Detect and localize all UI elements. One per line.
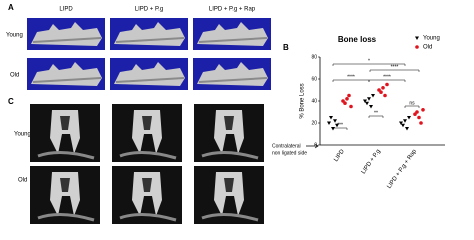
data-point [385,82,389,87]
significance-bar [369,69,420,72]
data-point [403,119,407,123]
column-label: LIPD [59,7,73,13]
significance-bar [332,63,406,66]
legend-marker [415,45,419,49]
column-label: LIPD + P.g + Rap [209,7,256,13]
y-tick-label: 0 [314,142,317,148]
figure: A LIPD LIPD + P.g LIPD + P.g + Rap Young… [6,3,445,226]
data-point [327,121,331,125]
data-point [383,93,387,98]
significance-bar [332,127,348,130]
data-point [333,119,337,123]
data-point [347,93,351,98]
data-point [349,104,353,109]
note: Contralateral [272,143,301,149]
data-point [415,110,419,114]
significance-bar [404,105,420,108]
data-point [335,123,339,128]
data-point [401,123,405,128]
data-point [329,116,333,120]
row-label: Young [14,132,31,138]
data-point [379,90,383,94]
x-tick-label: LIPD + P.g [361,149,382,176]
y-tick-label: 80 [311,54,317,60]
row-label: Old [10,73,19,79]
significance-label: * [368,58,370,64]
significance-label: *** [337,122,343,128]
data-point [345,97,349,101]
legend-label: Old [423,45,432,51]
y-tick-label: 40 [311,98,317,104]
data-point [363,99,367,103]
x-tick-label: LIPD [333,148,346,163]
panel-label: C [8,97,14,106]
data-point [369,105,373,109]
data-point [343,101,347,105]
data-point [417,115,421,120]
significance-bar [368,115,384,118]
row-label: Young [6,33,23,39]
row-label: Old [18,178,27,184]
ct-grid [28,102,266,226]
y-tick-label: 20 [311,120,317,126]
data-point [421,108,425,112]
data-point [419,121,423,125]
x-tick-label: LIPD + P.g + Rap [386,148,418,190]
significance-label: ** [374,110,378,116]
arrow [306,143,319,149]
column-label: LIPD + P.g [135,7,163,13]
panel-label: B [283,43,289,52]
significance-label: **** [383,74,391,80]
significance-label: **** [391,64,399,70]
data-point [405,127,409,131]
data-point [371,94,375,98]
note: non ligated side [272,150,307,156]
legend-marker [415,36,419,40]
data-point [399,121,403,125]
y-axis-label: % Bone Loss [300,83,306,118]
chart-title: Bone loss [338,35,377,44]
data-point [367,97,371,101]
data-point [365,101,369,106]
legend-label: Young [423,36,440,42]
panel-label: A [8,3,14,12]
significance-bar [368,79,406,82]
data-point [381,86,385,90]
significance-label: ns [409,100,415,106]
y-tick-label: 60 [311,76,317,82]
image-grid [26,17,272,91]
significance-label: **** [347,74,355,80]
data-point [407,116,411,120]
